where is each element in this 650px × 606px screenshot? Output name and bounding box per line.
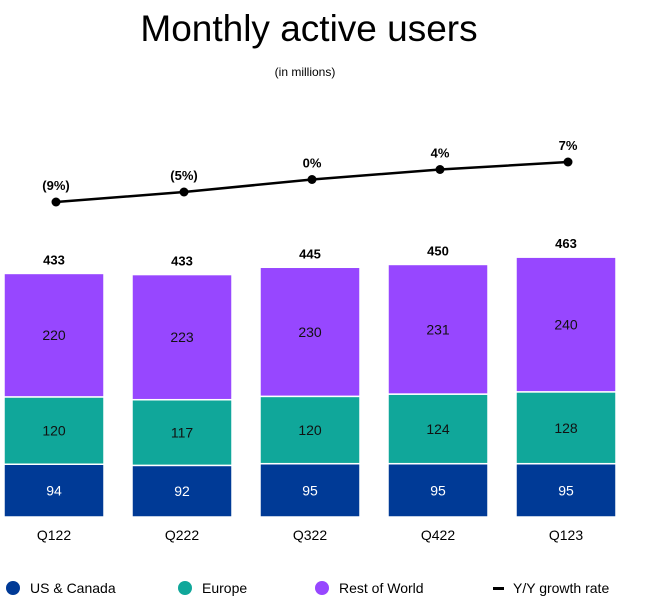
bar-value-label: 128 <box>554 420 578 436</box>
bar-europe <box>3 396 105 465</box>
growth-rate-label: 4% <box>431 146 450 161</box>
bar-value-label: 124 <box>426 421 450 437</box>
bar-value-label: 117 <box>171 425 194 441</box>
legend-swatch-rest-of-world <box>315 581 329 595</box>
bar-total-label: 433 <box>171 254 193 269</box>
bar-value-label: 220 <box>42 327 66 343</box>
legend-item-growth-rate: Y/Y growth rate <box>493 580 609 596</box>
growth-rate-point <box>51 197 61 207</box>
bar-us-canada <box>387 462 489 518</box>
x-tick-label: Q322 <box>293 527 327 543</box>
legend-label: Europe <box>202 580 248 596</box>
bar-value-label: 223 <box>170 329 194 345</box>
legend-swatch-europe <box>178 581 192 595</box>
x-tick-label: Q422 <box>421 527 455 543</box>
bar-value-label: 95 <box>558 482 574 498</box>
growth-rate-point <box>435 165 445 174</box>
bar-rest-of-world <box>515 256 617 393</box>
bar-value-label: 230 <box>298 324 322 340</box>
bar-rest-of-world <box>387 263 489 395</box>
bar-us-canada <box>515 462 617 518</box>
growth-rate-label: 7% <box>559 138 578 153</box>
legend-item-europe: Europe <box>178 580 247 596</box>
growth-rate-label: 0% <box>303 156 322 171</box>
bar-total-label: 463 <box>555 236 577 251</box>
chart-title: Monthly active users <box>140 8 478 49</box>
growth-rate-point <box>179 187 189 197</box>
bar-value-label: 240 <box>554 317 578 333</box>
legend-label: Rest of World <box>339 580 424 596</box>
x-tick-label: Q123 <box>549 527 583 543</box>
bar-value-label: 120 <box>42 423 66 439</box>
bar-rest-of-world <box>131 273 233 401</box>
bar-total-label: 450 <box>427 243 449 258</box>
legend-label: US & Canada <box>30 580 116 596</box>
growth-rate-point <box>563 157 573 167</box>
x-tick-label: Q222 <box>165 527 199 543</box>
bar-value-label: 231 <box>426 321 450 337</box>
bar-value-label: 120 <box>298 422 322 438</box>
bar-value-label: 95 <box>302 482 318 498</box>
growth-rate-label: (5%) <box>170 168 197 183</box>
legend-swatch-us-canada <box>6 581 20 595</box>
bar-europe <box>387 393 489 465</box>
legend-item-us-canada: US & Canada <box>6 580 116 596</box>
bar-value-label: 92 <box>174 483 190 499</box>
bar-europe <box>131 398 233 467</box>
growth-rate-point <box>307 175 317 184</box>
bar-value-label: 95 <box>430 482 446 498</box>
bar-total-label: 433 <box>43 252 65 267</box>
legend-label: Y/Y growth rate <box>513 580 610 596</box>
bar-us-canada <box>3 463 105 518</box>
chart-subtitle: (in millions) <box>274 65 336 79</box>
bar-rest-of-world <box>259 266 361 398</box>
bar-total-label: 445 <box>299 246 321 261</box>
x-tick-label: Q122 <box>37 527 71 543</box>
bar-rest-of-world <box>3 272 105 398</box>
growth-rate-label: (9%) <box>42 178 69 193</box>
bar-us-canada <box>259 462 361 518</box>
bar-value-label: 94 <box>46 483 62 499</box>
legend-item-rest-of-world: Rest of World <box>315 580 424 596</box>
legend-swatch-growth-line <box>493 586 504 590</box>
